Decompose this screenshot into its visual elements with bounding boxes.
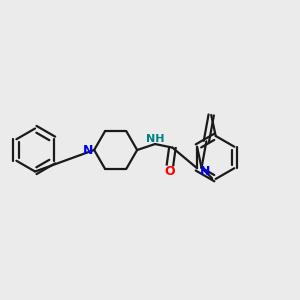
Text: NH: NH: [146, 134, 164, 144]
Text: O: O: [165, 165, 175, 178]
Text: N: N: [200, 165, 210, 178]
Text: N: N: [82, 143, 93, 157]
